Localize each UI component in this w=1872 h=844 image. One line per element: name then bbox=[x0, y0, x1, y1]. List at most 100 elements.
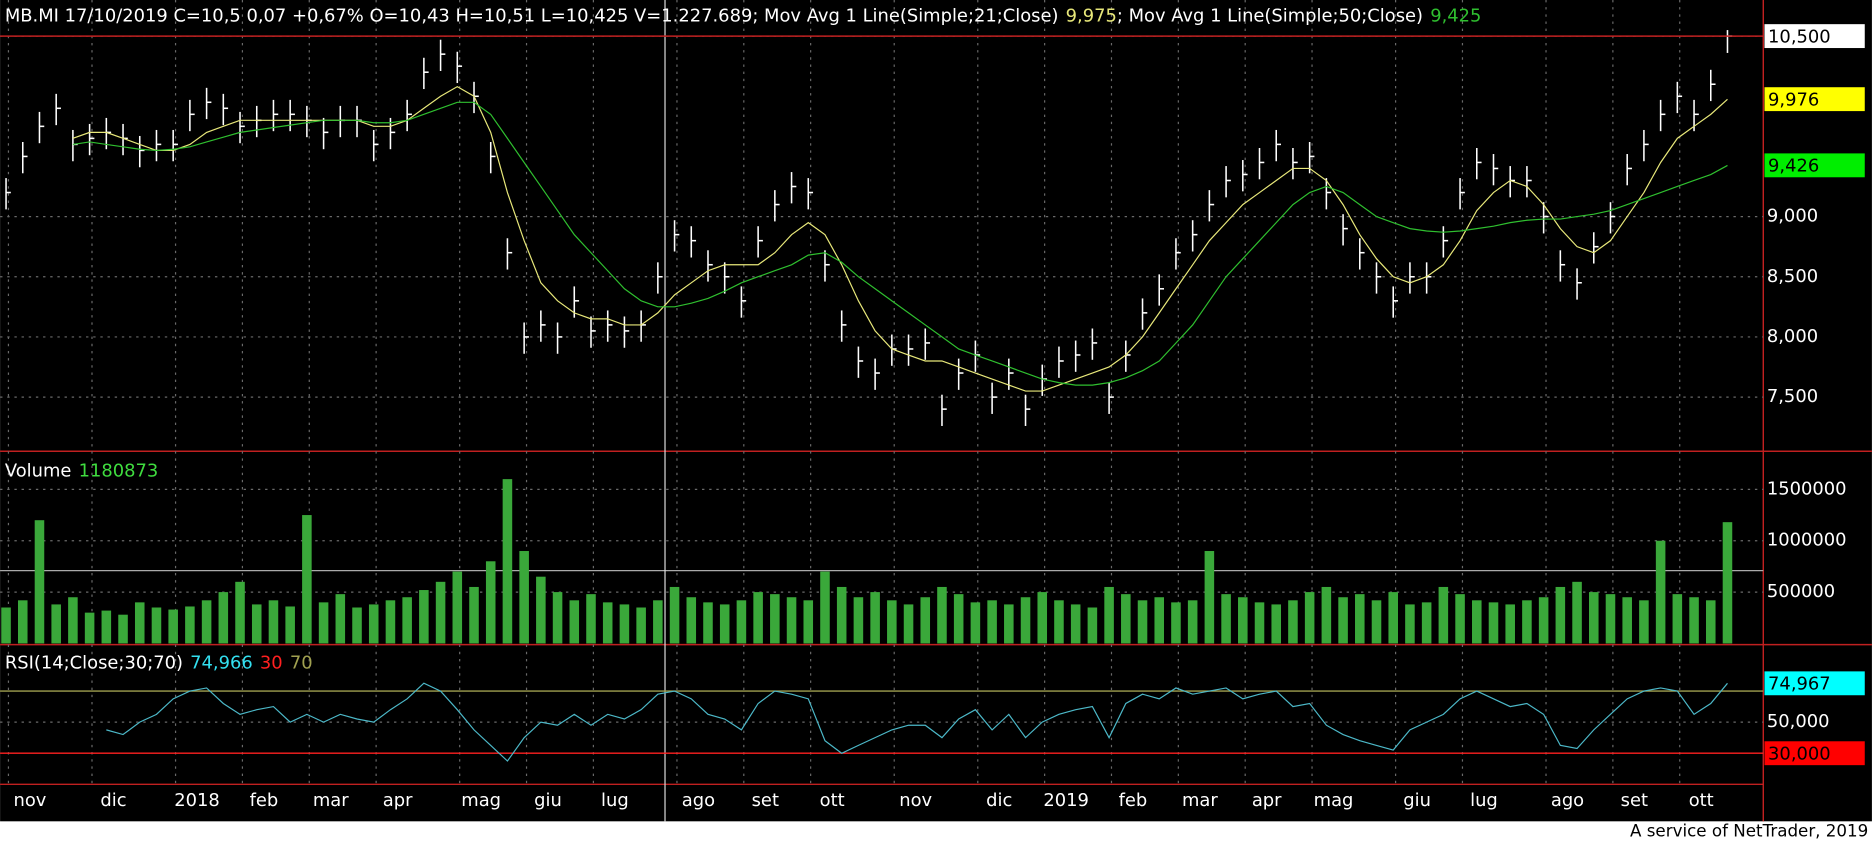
volume-bar bbox=[17, 600, 28, 644]
volume-bar bbox=[1689, 597, 1699, 644]
x-tick-label: giu bbox=[1403, 790, 1431, 811]
volume-bar bbox=[335, 594, 346, 644]
value-badge-label: 9,976 bbox=[1768, 89, 1819, 110]
level-label: 30 bbox=[260, 653, 283, 674]
volume-bar bbox=[803, 600, 814, 644]
volume-bar bbox=[368, 604, 379, 644]
volume-bar bbox=[1388, 592, 1398, 644]
volume-bar bbox=[770, 594, 780, 644]
volume-bar bbox=[1271, 604, 1282, 644]
y-tick-label: 8,500 bbox=[1767, 266, 1818, 287]
x-tick-label: ago bbox=[682, 790, 715, 811]
value-badge-label: 9,426 bbox=[1768, 156, 1819, 177]
volume-bar bbox=[419, 590, 429, 644]
panel-value: 1180873 bbox=[79, 461, 159, 482]
volume-bar bbox=[953, 594, 964, 644]
volume-bar bbox=[653, 600, 663, 644]
volume-bar bbox=[1254, 602, 1265, 644]
volume-bar bbox=[68, 597, 78, 644]
volume-bar bbox=[1555, 586, 1566, 644]
volume-bar bbox=[1137, 600, 1148, 644]
volume-bar bbox=[285, 606, 295, 644]
x-tick-label: nov bbox=[899, 790, 932, 811]
volume-bar bbox=[1304, 592, 1315, 644]
panel-title-text: RSI(14;Close;30;70) bbox=[5, 653, 183, 674]
volume-bar bbox=[836, 586, 847, 644]
volume-bar bbox=[1355, 594, 1365, 644]
volume-bar bbox=[753, 592, 763, 644]
volume-bar bbox=[201, 600, 212, 644]
volume-bar bbox=[1087, 607, 1098, 644]
volume-bar bbox=[1488, 602, 1499, 644]
y-tick-label: 7,500 bbox=[1767, 386, 1818, 407]
x-tick-label: mar bbox=[1182, 790, 1218, 811]
volume-bar bbox=[34, 520, 45, 644]
volume-bar bbox=[870, 592, 880, 644]
volume-bar bbox=[1204, 551, 1215, 644]
footer: A service of NetTrader, 2019 bbox=[1630, 821, 1868, 841]
volume-bar bbox=[1037, 592, 1048, 644]
volume-bar bbox=[168, 609, 178, 644]
volume-bar bbox=[1455, 594, 1465, 644]
volume-bar bbox=[84, 612, 95, 644]
volume-bar bbox=[519, 551, 529, 644]
value-badge bbox=[1764, 24, 1865, 49]
volume-bar bbox=[820, 571, 830, 644]
volume-bar bbox=[636, 607, 646, 644]
x-tick-label: mar bbox=[313, 790, 349, 811]
value-badge-label: 30,000 bbox=[1768, 743, 1831, 764]
volume-bar bbox=[1522, 600, 1532, 644]
x-tick-label: nov bbox=[13, 790, 46, 811]
x-tick-label: ago bbox=[1551, 790, 1584, 811]
volume-bar bbox=[853, 597, 864, 644]
x-tick-label: set bbox=[1621, 790, 1648, 811]
y-tick-label: 500000 bbox=[1767, 581, 1835, 602]
volume-bar bbox=[1321, 586, 1332, 644]
volume-bar bbox=[619, 604, 630, 644]
volume-bar bbox=[134, 602, 145, 644]
volume-bar bbox=[1054, 600, 1064, 644]
volume-bar bbox=[1421, 602, 1432, 644]
volume-bar bbox=[1505, 604, 1515, 644]
volume-bar bbox=[1171, 602, 1181, 644]
panel-title: Volume 1180873 bbox=[5, 461, 158, 482]
volume-bar bbox=[920, 597, 931, 644]
volume-bar bbox=[586, 594, 596, 644]
volume-bar bbox=[185, 606, 195, 644]
level-label: 70 bbox=[290, 653, 313, 674]
volume-bar bbox=[1020, 597, 1031, 644]
rsi-line bbox=[106, 682, 1728, 762]
volume-bar bbox=[1622, 597, 1632, 644]
legend-label: ; Mov Avg 1 Line(Simple;50;Close) bbox=[1117, 6, 1423, 27]
volume-bar bbox=[1121, 594, 1131, 644]
x-tick-label: giu bbox=[534, 790, 562, 811]
volume-bar bbox=[703, 602, 713, 644]
x-tick-label: 2018 bbox=[174, 790, 220, 811]
x-tick-label: dic bbox=[986, 790, 1012, 811]
background bbox=[0, 0, 1872, 822]
x-tick-label: 2019 bbox=[1043, 790, 1089, 811]
volume-bar bbox=[552, 592, 563, 644]
volume-bar bbox=[268, 600, 279, 644]
volume-bar bbox=[1588, 592, 1599, 644]
volume-bar bbox=[987, 600, 997, 644]
x-tick-label: dic bbox=[100, 790, 126, 811]
volume-bar bbox=[1672, 594, 1683, 644]
volume-bar bbox=[1371, 600, 1382, 644]
legend-label: ; Mov Avg 1 Line(Simple;21;Close) bbox=[752, 6, 1058, 27]
volume-bar bbox=[385, 600, 396, 644]
volume-bar bbox=[1605, 594, 1616, 644]
volume-bar bbox=[937, 586, 947, 644]
volume-bar bbox=[569, 600, 580, 644]
volume-bar bbox=[1472, 600, 1482, 644]
volume-bar bbox=[1538, 597, 1549, 644]
volume-bar bbox=[1104, 586, 1114, 644]
volume-bar bbox=[536, 576, 546, 644]
volume-bar bbox=[1722, 522, 1733, 644]
value-badge bbox=[1764, 671, 1865, 696]
x-tick-label: set bbox=[752, 790, 779, 811]
value-badge bbox=[1764, 87, 1865, 112]
volume-bar bbox=[1655, 540, 1666, 644]
header-text: MB.MI 17/10/2019 C=10,5 0,07 +0,67% O=10… bbox=[5, 6, 752, 27]
